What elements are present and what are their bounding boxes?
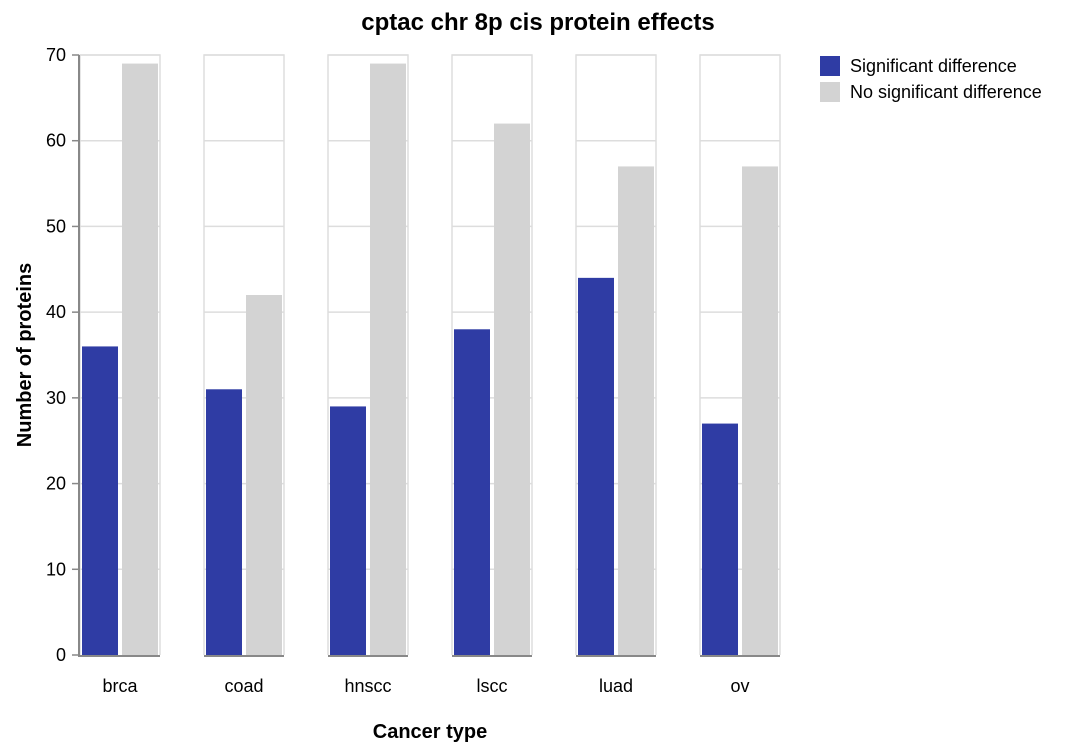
bar-ov-significant [702,423,738,655]
bar-coad-significant [206,389,242,655]
y-tick-label: 10 [46,559,66,579]
facet-panel-ov: ov [699,54,781,696]
facet-panel-luad: luad [575,54,657,696]
chart-title: cptac chr 8p cis protein effects [361,9,714,36]
x-axis-title: Cancer type [373,721,488,743]
panel-frame [699,54,781,655]
bar-hnscc-not-significant [370,63,406,656]
facet-panel-brca: brca [79,54,161,696]
bar-luad-significant [578,277,614,655]
y-tick-label: 30 [46,388,66,408]
panel-frame [203,54,285,655]
y-axis-title: Number of proteins [14,263,36,447]
facet-panel-hnscc: hnscc [327,54,409,696]
y-tick-label: 0 [56,645,66,665]
legend: Significant difference No significant dif… [820,56,1042,102]
legend-item-not-significant: No significant difference [820,82,1042,102]
x-tick-label: lscc [477,676,508,696]
x-tick-label: coad [224,676,263,696]
panel-frame [451,54,533,655]
bar-lscc-not-significant [494,123,530,656]
y-tick-label: 70 [46,45,66,65]
panel-frame [575,54,657,655]
y-tick-label: 60 [46,131,66,151]
x-tick-label: ov [730,676,749,696]
legend-label: No significant difference [850,82,1042,102]
bar-luad-not-significant [618,166,654,655]
panel-frame [327,54,409,655]
facet-panel-lscc: lscc [451,54,533,696]
x-tick-label: hnscc [344,676,391,696]
facet-panels: brca coad hnscc lscc luad ov [79,54,781,696]
bar-ov-not-significant [742,166,778,655]
legend-label: Significant difference [850,56,1017,76]
bar-brca-not-significant [122,63,158,656]
x-tick-label: brca [102,676,138,696]
facet-panel-coad: coad [203,54,285,696]
y-tick-label: 40 [46,302,66,322]
y-tick-label: 20 [46,474,66,494]
bar-lscc-significant [454,329,490,655]
bar-brca-significant [82,346,118,655]
x-tick-label: luad [599,676,633,696]
y-tick-label: 50 [46,216,66,236]
bar-coad-not-significant [246,295,282,655]
legend-swatch [820,82,840,102]
bar-hnscc-significant [330,406,366,655]
legend-swatch [820,56,840,76]
legend-item-significant: Significant difference [820,56,1017,76]
y-axis: 0 10 20 30 40 50 60 70 [46,45,80,665]
